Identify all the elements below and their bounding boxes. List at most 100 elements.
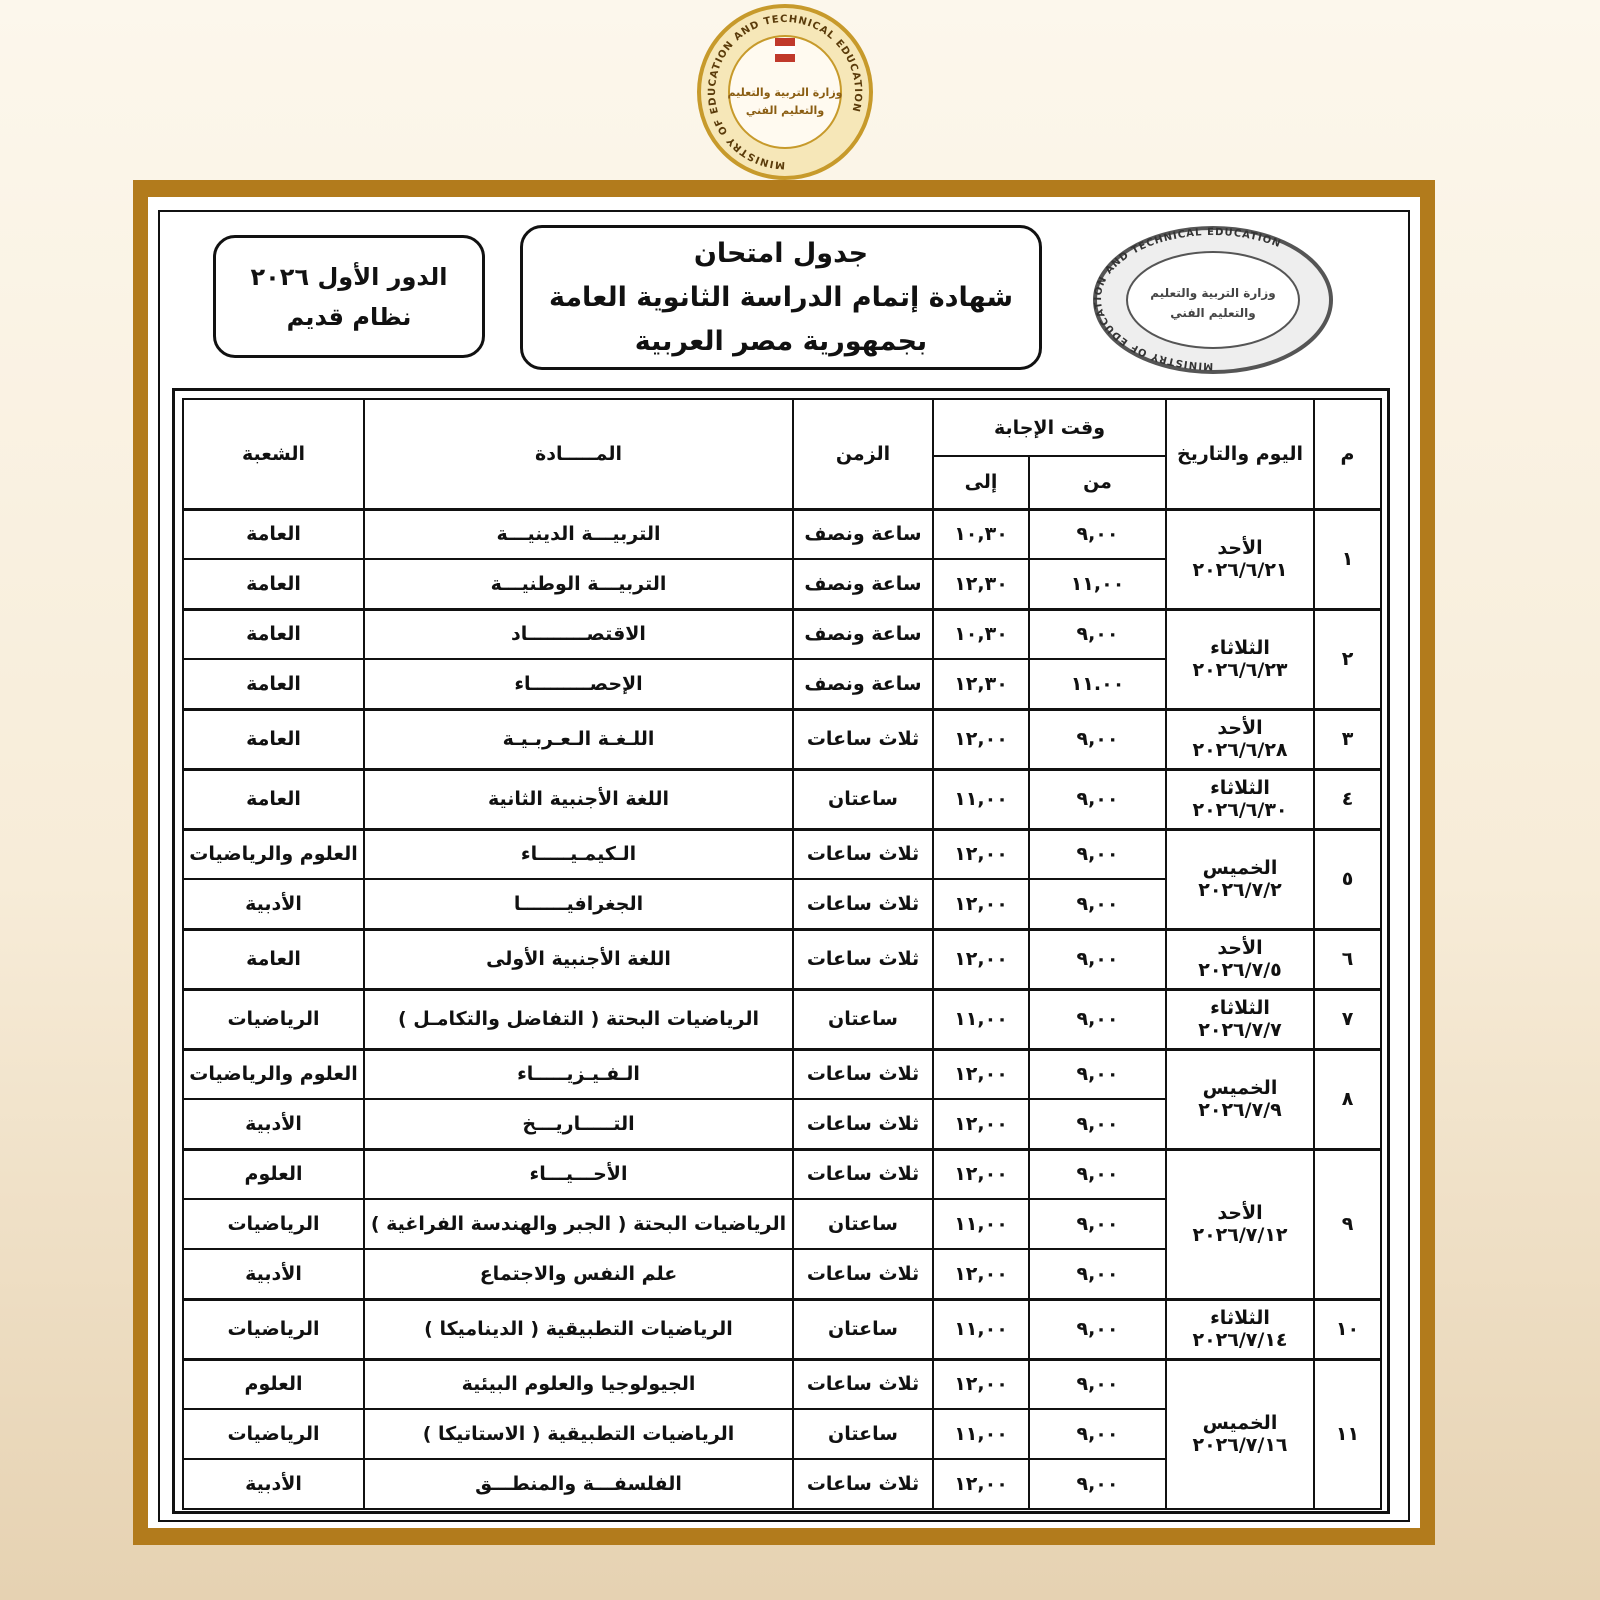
subject-cell: الفلسفـــة والمنطـــق [363,1458,794,1510]
duration-cell: ثلاث ساعات [792,1098,934,1150]
to-cell: ١٢,٠٠ [932,1458,1030,1510]
header-cell: اليوم والتاريخ [1165,398,1315,510]
duration-cell: ساعة ونصف [792,558,934,610]
day: الخميس [1202,857,1278,879]
day-cell: الخميس ٢٠٢٦/٧/١٦ [1165,1357,1315,1510]
logo-inner [1126,251,1300,349]
duration-cell: ثلاث ساعات [792,1047,934,1100]
duration-cell: ثلاث ساعات [792,707,934,770]
division-cell: الرياضيات [182,1297,365,1360]
header-cell: الزمن [792,398,934,510]
logo-arabic: وزارة التربية والتعليم [728,86,843,99]
subject-cell: الإحصـــــــــاء [363,658,794,710]
duration-cell: ثلاث ساعات [792,878,934,930]
day-cell: الأحد ٢٠٢٦/٧/١٢ [1165,1147,1315,1300]
subject-cell: التربيـــة الدينيـــة [363,507,794,560]
title-line: جدول امتحان [693,237,869,269]
duration-cell: ساعتان [792,1297,934,1360]
to-cell: ١٢,٠٠ [932,827,1030,880]
division-cell: العلوم [182,1147,365,1200]
to-cell: ١٠,٣٠ [932,507,1030,560]
date: ٢٠٢٦/٧/١٢ [1192,1224,1288,1246]
date: ٢٠٢٦/٦/٢١ [1192,559,1288,581]
logo-arabic: وزارة التربية والتعليم [1150,286,1275,301]
from-cell: ٩,٠٠ [1028,1098,1167,1150]
division-cell: العامة [182,607,365,660]
logo-flag [775,46,795,54]
division-cell: الأدبية [182,1248,365,1300]
day-cell: الثلاثاء ٢٠٢٦/٦/٢٣ [1165,607,1315,710]
day: الخميس [1202,1412,1278,1435]
subject-cell: الأحـــيـــاء [363,1147,794,1200]
day-cell: الخميس ٢٠٢٦/٧/٩ [1165,1047,1315,1150]
from-cell: ٩,٠٠ [1028,707,1167,770]
from-cell: ٩,٠٠ [1028,827,1167,880]
from-cell: ١١,٠٠ [1028,558,1167,610]
from-cell: ٩,٠٠ [1028,607,1167,660]
table-row: ٩,٠٠ ١٢,٠٠ ثلاث ساعات الجغرافيـــــــا الأدب… [182,878,1381,930]
to-cell: ١٠,٣٠ [932,607,1030,660]
division-cell: العامة [182,507,365,560]
table-row: ٦ الأحد ٢٠٢٦/٧/٥ ٩,٠٠ ١٢,٠٠ ثلاث ساعات اللغة ا… [182,927,1382,990]
to-cell: ١١,٠٠ [932,767,1030,830]
to-cell: ١٢,٣٠ [932,558,1030,610]
table-row: ٩,٠٠ ١٢,٠٠ ثلاث ساعات الفلسفـــة والمنطـــق… [182,1458,1381,1510]
division-cell: العلوم والرياضيات [182,827,365,880]
duration-cell: ساعة ونصف [792,658,934,710]
table-row: ٨ الخميس ٢٠٢٦/٧/٩ ٩,٠٠ ١٢,٠٠ ثلاث ساعات الـفـي… [182,1047,1382,1150]
header-cell: الشعبة [182,398,365,510]
date: ٢٠٢٦/٧/٥ [1198,959,1282,981]
date: ٢٠٢٦/٧/٩ [1198,1099,1282,1121]
to-cell: ١١,٠٠ [932,1408,1030,1460]
table-row: ٩,٠٠ ١٢,٠٠ ثلاث ساعات التـــــاريـــخ الأدبي… [182,1098,1381,1150]
from-cell: ٩,٠٠ [1028,878,1167,930]
table-row: ٣ الأحد ٢٠٢٦/٦/٢٨ ٩,٠٠ ١٢,٠٠ ثلاث ساعات اللـغـ… [182,707,1382,770]
to-cell: ١٢,٠٠ [932,1098,1030,1150]
inner-border [158,210,1410,1522]
subject-cell: الرياضيات البحتة ( التفاضل والتكامـل ) [363,987,794,1050]
from-cell: ٩,٠٠ [1028,1248,1167,1300]
division-cell: العامة [182,767,365,830]
subject-cell: الرياضيات البحتة ( الجبر والهندسة الفراغ… [363,1198,794,1250]
day-cell: الأحد ٢٠٢٦/٦/٢٨ [1165,707,1315,770]
table-row: ١٠ الثلاثاء ٢٠٢٦/٧/١٤ ٩,٠٠ ١١,٠٠ ساعتان الرياض… [182,1297,1382,1360]
to-cell: ١١,٠٠ [932,1198,1030,1250]
subject-cell: الـكيمـيـــــاء [363,827,794,880]
table-outer-border [172,388,1390,1514]
to-cell: ١٢,٠٠ [932,878,1030,930]
subject-cell: الجغرافيـــــــا [363,878,794,930]
to-cell: ١٢,٠٠ [932,707,1030,770]
title-line: شهادة إتمام الدراسة الثانوية العامة [548,281,1014,313]
session-box: الدور الأول ٢٠٢٦ نظام قديم [213,235,485,358]
day: الأحد [1217,937,1263,959]
date: ٢٠٢٦/٦/٣٠ [1192,799,1288,821]
date: ٢٠٢٦/٧/١٤ [1192,1329,1288,1351]
duration-cell: ثلاث ساعات [792,1147,934,1200]
number-cell: ٨ [1313,1047,1382,1150]
from-cell: ٩,٠٠ [1028,927,1167,990]
system: نظام قديم [286,302,412,331]
from-cell: ٩,٠٠ [1028,1047,1167,1100]
division-cell: الرياضيات [182,987,365,1050]
from-cell: ٩,٠٠ [1028,507,1167,560]
division-cell: العامة [182,707,365,770]
day: الثلاثاء [1210,1307,1270,1329]
from-cell: ٩,٠٠ [1028,987,1167,1050]
to-cell: ١٢,٠٠ [932,1147,1030,1200]
date: ٢٠٢٦/٧/١٦ [1192,1434,1288,1457]
number-cell: ٧ [1313,987,1382,1050]
to-cell: ١٢,٠٠ [932,1047,1030,1100]
day: الأحد [1217,717,1263,739]
session: الدور الأول ٢٠٢٦ [250,262,448,291]
day: الأحد [1217,1202,1263,1224]
subject-cell: الاقتصـــــــــاد [363,607,794,660]
number-cell: ١ [1313,507,1382,610]
division-cell: الرياضيات [182,1408,365,1460]
subject-cell: الرياضيات التطبيقية ( الديناميكا ) [363,1297,794,1360]
day-cell: الثلاثاء ٢٠٢٦/٧/٧ [1165,987,1315,1050]
header-cell: إلى [932,455,1030,510]
day-cell: الأحد ٢٠٢٦/٧/٥ [1165,927,1315,990]
duration-cell: ثلاث ساعات [792,1248,934,1300]
